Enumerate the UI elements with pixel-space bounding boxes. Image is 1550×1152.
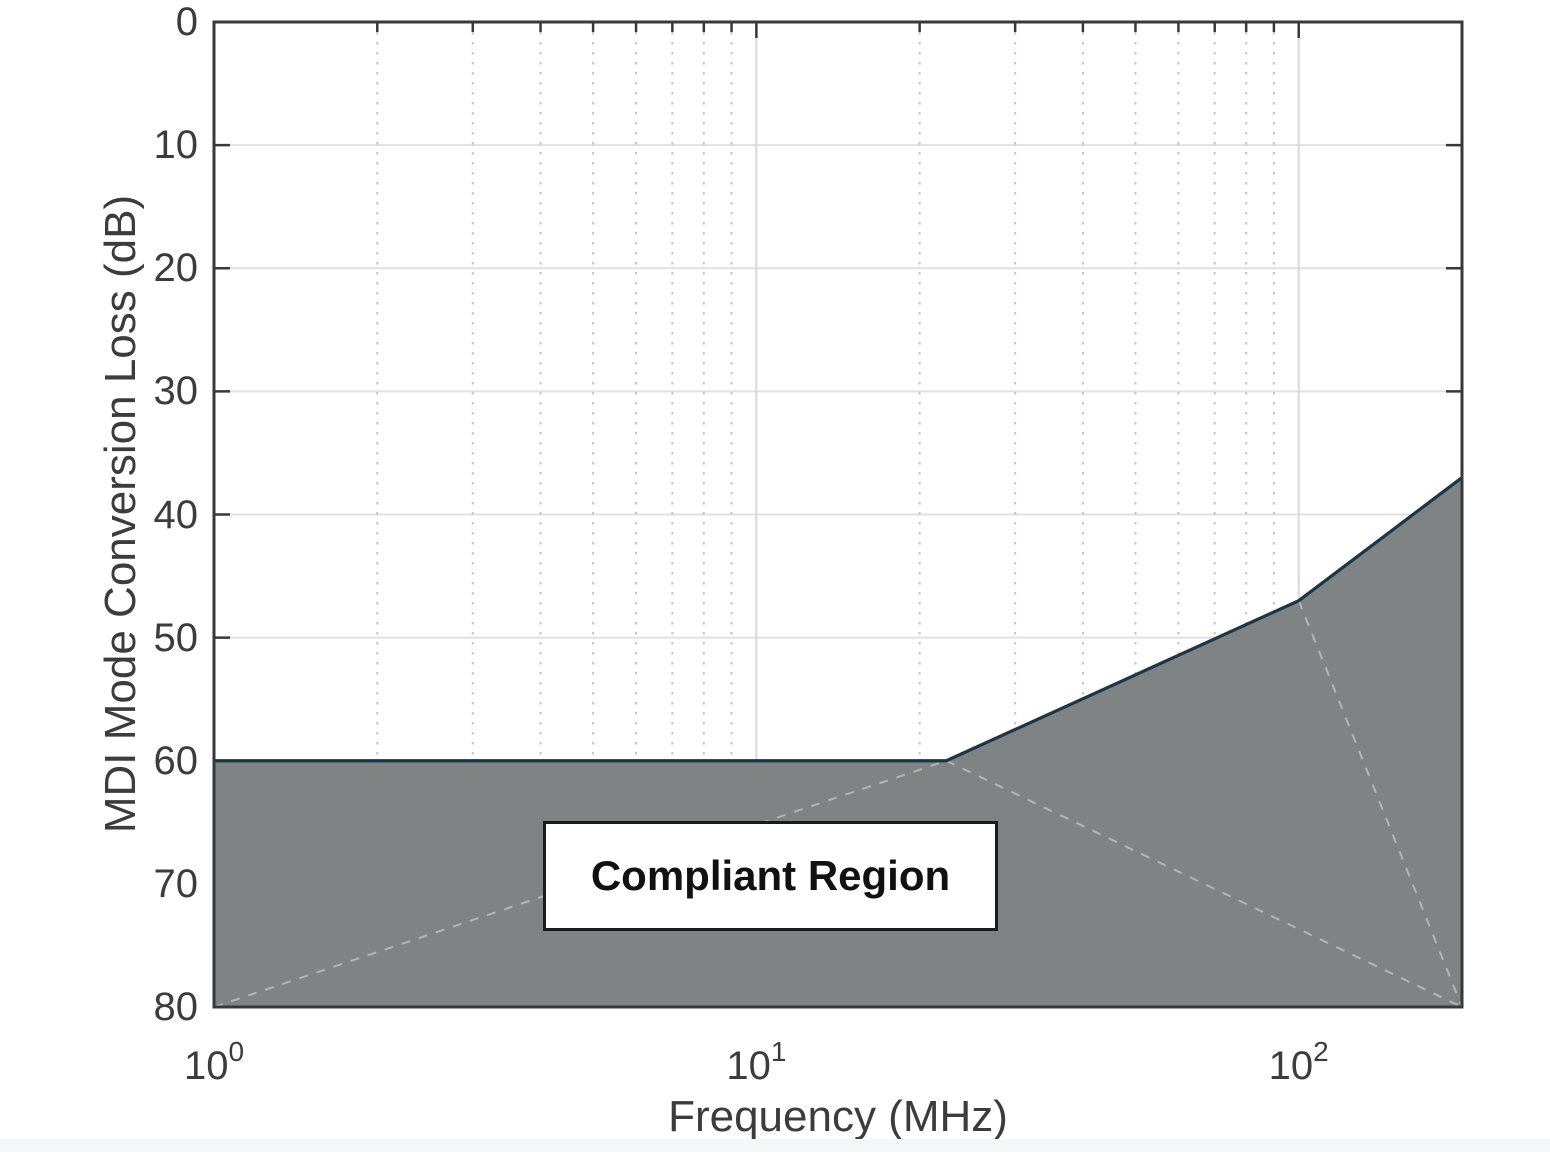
compliant-region-label: Compliant Region [590,852,951,899]
y-tick-label: 30 [153,369,199,414]
plot-border [212,20,1464,1009]
compliant-region-label-box: Compliant Region [543,821,998,931]
x-tick-label: 101 [726,1036,787,1088]
y-tick-label: 40 [153,492,199,537]
y-axis-label: MDI Mode Conversion Loss (dB) [96,194,145,834]
fill-seam-line [945,759,1463,1008]
y-tick-label: 0 [175,0,198,44]
y-tick-label: 70 [153,861,199,906]
limit-line [214,476,1463,763]
y-tick-label: 50 [153,615,199,660]
compliant-region-fill [214,477,1462,1007]
y-tick-label: 20 [153,246,199,291]
y-tick-label: 80 [153,985,199,1029]
y-tick-label: 60 [153,738,199,783]
bottom-margin-band [0,1139,1550,1152]
y-tick-label: 10 [153,123,199,168]
x-tick-label: 100 [183,1036,245,1088]
fill-seam-line [1297,600,1463,1008]
x-tick-label: 102 [1268,1036,1329,1088]
x-axis-label: Frequency (MHz) [668,1092,1008,1141]
